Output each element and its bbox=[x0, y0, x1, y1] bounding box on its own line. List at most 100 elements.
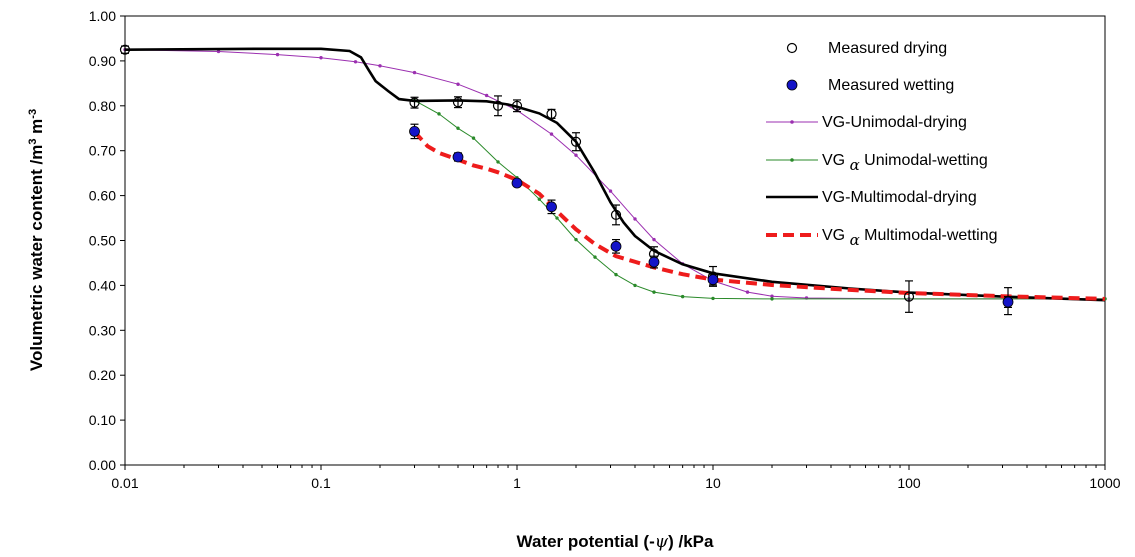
data-point bbox=[119, 44, 131, 55]
series-point bbox=[319, 56, 323, 60]
x-axis-title: Water potential (-ψ) /kPa bbox=[517, 532, 714, 552]
y-tick-label: 0.20 bbox=[89, 367, 116, 383]
series-point bbox=[633, 283, 637, 288]
data-point bbox=[409, 125, 420, 137]
series-point bbox=[770, 294, 774, 298]
data-point bbox=[546, 201, 557, 213]
series-line bbox=[124, 49, 1105, 300]
series-line bbox=[124, 47, 1106, 302]
series-point bbox=[456, 126, 460, 130]
series-point bbox=[216, 49, 221, 54]
data-point bbox=[511, 100, 523, 111]
y-tick-label: 0.90 bbox=[89, 53, 116, 69]
series-point bbox=[614, 272, 618, 277]
y-tick-label: 0.70 bbox=[89, 143, 116, 159]
series-point bbox=[593, 255, 597, 259]
legend-label: Measured wetting bbox=[828, 77, 954, 94]
error-bar bbox=[453, 96, 462, 109]
data-point bbox=[452, 151, 464, 163]
x-axis: 0.01 0.1 1 10 100 1000 bbox=[111, 465, 1121, 491]
y-tick-label: 0.50 bbox=[89, 233, 116, 249]
y-tick-label: 0.10 bbox=[89, 412, 116, 428]
data-point bbox=[648, 256, 660, 268]
x-tick-label: 1000 bbox=[1089, 475, 1120, 491]
series-point bbox=[537, 197, 542, 201]
legend-item: VG-Multimodal-drying bbox=[766, 189, 977, 206]
x-tick-label: 0.1 bbox=[311, 475, 331, 491]
series-point bbox=[437, 112, 441, 116]
legend-label: VG-Multimodal-drying bbox=[822, 189, 977, 206]
y-tick-label: 0.00 bbox=[89, 457, 116, 473]
data-point bbox=[903, 291, 915, 302]
series-point bbox=[633, 217, 637, 221]
y-tick-label: 0.30 bbox=[89, 322, 116, 338]
series-point bbox=[652, 237, 656, 242]
error-bar bbox=[572, 132, 581, 152]
series-1 bbox=[409, 123, 1014, 309]
legend-swatch bbox=[786, 42, 798, 54]
data-point bbox=[409, 97, 420, 108]
series-point bbox=[484, 93, 489, 98]
legend-item: VG α Multimodal-wetting bbox=[766, 227, 998, 249]
series-point bbox=[353, 60, 358, 64]
data-point bbox=[610, 240, 622, 252]
legend-item: Measured wetting bbox=[786, 77, 954, 94]
series-point bbox=[574, 153, 578, 157]
series-point bbox=[574, 237, 578, 242]
data-point bbox=[511, 177, 523, 189]
data-point bbox=[610, 209, 622, 221]
legend-label: VG α Multimodal-wetting bbox=[822, 227, 998, 249]
x-tick-label: 100 bbox=[897, 475, 921, 491]
series-point bbox=[770, 297, 774, 301]
legend-item: VG-Unimodal-drying bbox=[766, 114, 967, 131]
error-bar bbox=[410, 96, 419, 109]
legend-label: VG α Unimodal-wetting bbox=[822, 152, 988, 174]
y-tick-label: 0.60 bbox=[89, 188, 116, 204]
series-5 bbox=[413, 130, 1106, 301]
series-point bbox=[711, 296, 715, 301]
series-point bbox=[456, 82, 460, 86]
error-bar bbox=[513, 99, 521, 113]
legend-item: VG α Unimodal-wetting bbox=[766, 152, 988, 174]
legend-label: VG-Unimodal-drying bbox=[822, 114, 967, 131]
data-point bbox=[1002, 296, 1014, 308]
error-bar bbox=[494, 95, 503, 117]
y-tick-label: 0.40 bbox=[89, 277, 116, 293]
plot-area bbox=[124, 15, 1106, 466]
y-tick-label: 1.00 bbox=[89, 8, 116, 24]
series-line bbox=[413, 130, 1106, 301]
series-point bbox=[652, 290, 656, 294]
series-4 bbox=[124, 47, 1106, 302]
series-point bbox=[745, 290, 750, 294]
y-axis: 0.00 0.10 0.20 0.30 0.40 0.50 0.60 0.70 0.80 0.90… bbox=[89, 8, 125, 473]
series-point bbox=[378, 64, 382, 68]
x-tick-label: 10 bbox=[705, 475, 721, 491]
x-tick-label: 0.01 bbox=[111, 475, 138, 491]
legend-swatch bbox=[786, 79, 798, 91]
data-point bbox=[492, 100, 504, 111]
series-0 bbox=[119, 44, 1014, 316]
data-point bbox=[452, 97, 464, 108]
series-point bbox=[412, 70, 417, 75]
series-point bbox=[496, 160, 500, 164]
error-bar bbox=[612, 204, 621, 226]
legend-label: Measured drying bbox=[828, 40, 947, 57]
series-layer bbox=[119, 44, 1107, 316]
data-point bbox=[707, 274, 719, 285]
legend: Measured drying Measured wetting VG-Unimod… bbox=[766, 40, 998, 249]
series-point bbox=[555, 216, 559, 220]
series-point bbox=[549, 132, 554, 136]
legend-swatch-dot bbox=[790, 120, 794, 124]
error-bar bbox=[905, 280, 913, 313]
legend-item: Measured drying bbox=[786, 40, 947, 57]
series-point bbox=[680, 294, 685, 299]
series-point bbox=[275, 52, 280, 57]
series-point bbox=[608, 189, 613, 193]
x-tick-label: 1 bbox=[513, 475, 521, 491]
y-tick-label: 0.80 bbox=[89, 98, 116, 114]
legend-swatch-dot bbox=[790, 158, 794, 162]
series-point bbox=[471, 136, 476, 140]
data-point bbox=[570, 136, 582, 147]
data-point bbox=[546, 108, 557, 119]
